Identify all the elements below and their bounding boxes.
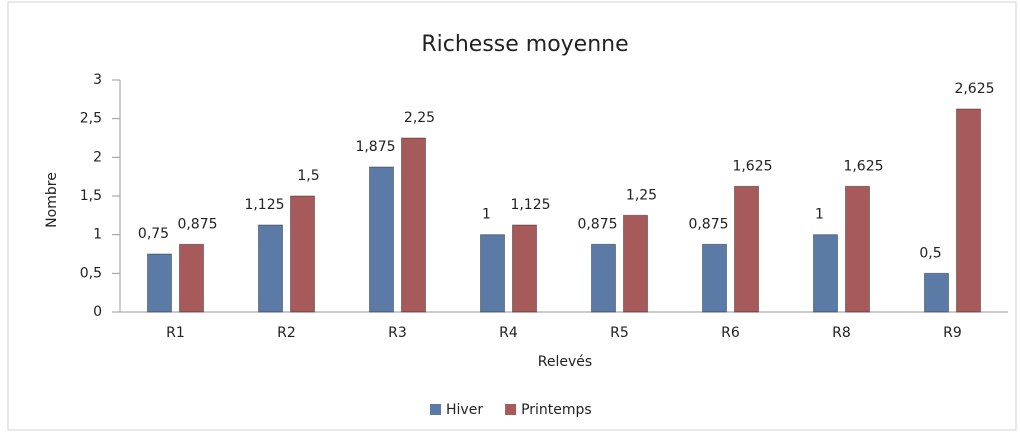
data-label: 1 [482,207,491,223]
legend-label: Hiver [446,402,483,418]
bar [369,166,394,313]
y-axis-label: Nombre [44,172,60,228]
bar [924,272,949,313]
x-tick-label: R1 [166,325,185,341]
y-tick-label: 1,5 [80,188,102,204]
x-tick-label: R6 [721,325,740,341]
bar [845,185,870,313]
bar [290,195,315,313]
y-tick-label: 3 [93,72,102,88]
data-label: 2,625 [954,81,994,97]
bar [734,185,759,313]
data-label: 0,875 [177,216,217,232]
data-label: 1,125 [244,197,284,213]
bar [179,243,204,313]
bar [480,234,505,313]
x-tick-label: R9 [943,325,962,341]
data-label: 1,25 [626,187,657,203]
data-label: 1,625 [732,158,772,174]
y-tick-label: 2,5 [80,111,102,127]
x-tick-label: R5 [610,325,629,341]
data-label: 1,5 [297,168,319,184]
bar [591,243,616,313]
legend-swatch [505,404,517,415]
data-label: 0,875 [577,216,617,232]
x-tick-label: R3 [388,325,407,341]
data-label: 2,25 [404,110,435,126]
data-label: 1,875 [355,139,395,155]
y-tick-label: 0,5 [80,265,102,281]
bar [512,224,537,313]
y-tick-label: 0 [93,304,102,320]
bar [147,253,172,313]
data-label: 0,5 [919,245,941,261]
bar [702,243,727,313]
legend-label: Printemps [521,402,592,418]
data-label: 0,75 [138,226,169,242]
bar [956,108,981,313]
legend-swatch [430,404,441,415]
y-tick-label: 2 [93,149,102,165]
x-axis-label: Relevés [538,354,592,370]
bar [258,224,283,313]
bar [623,214,648,313]
y-tick-label: 1 [93,227,102,243]
data-label: 1,625 [843,158,883,174]
data-label: 0,875 [688,216,728,232]
data-label: 1,125 [510,197,550,213]
bar [401,137,426,313]
x-tick-label: R4 [499,325,518,341]
x-tick-label: R8 [832,325,851,341]
bar [813,234,838,313]
x-tick-label: R2 [277,325,296,341]
chart-title: Richesse moyenne [421,32,628,57]
data-label: 1 [815,207,824,223]
